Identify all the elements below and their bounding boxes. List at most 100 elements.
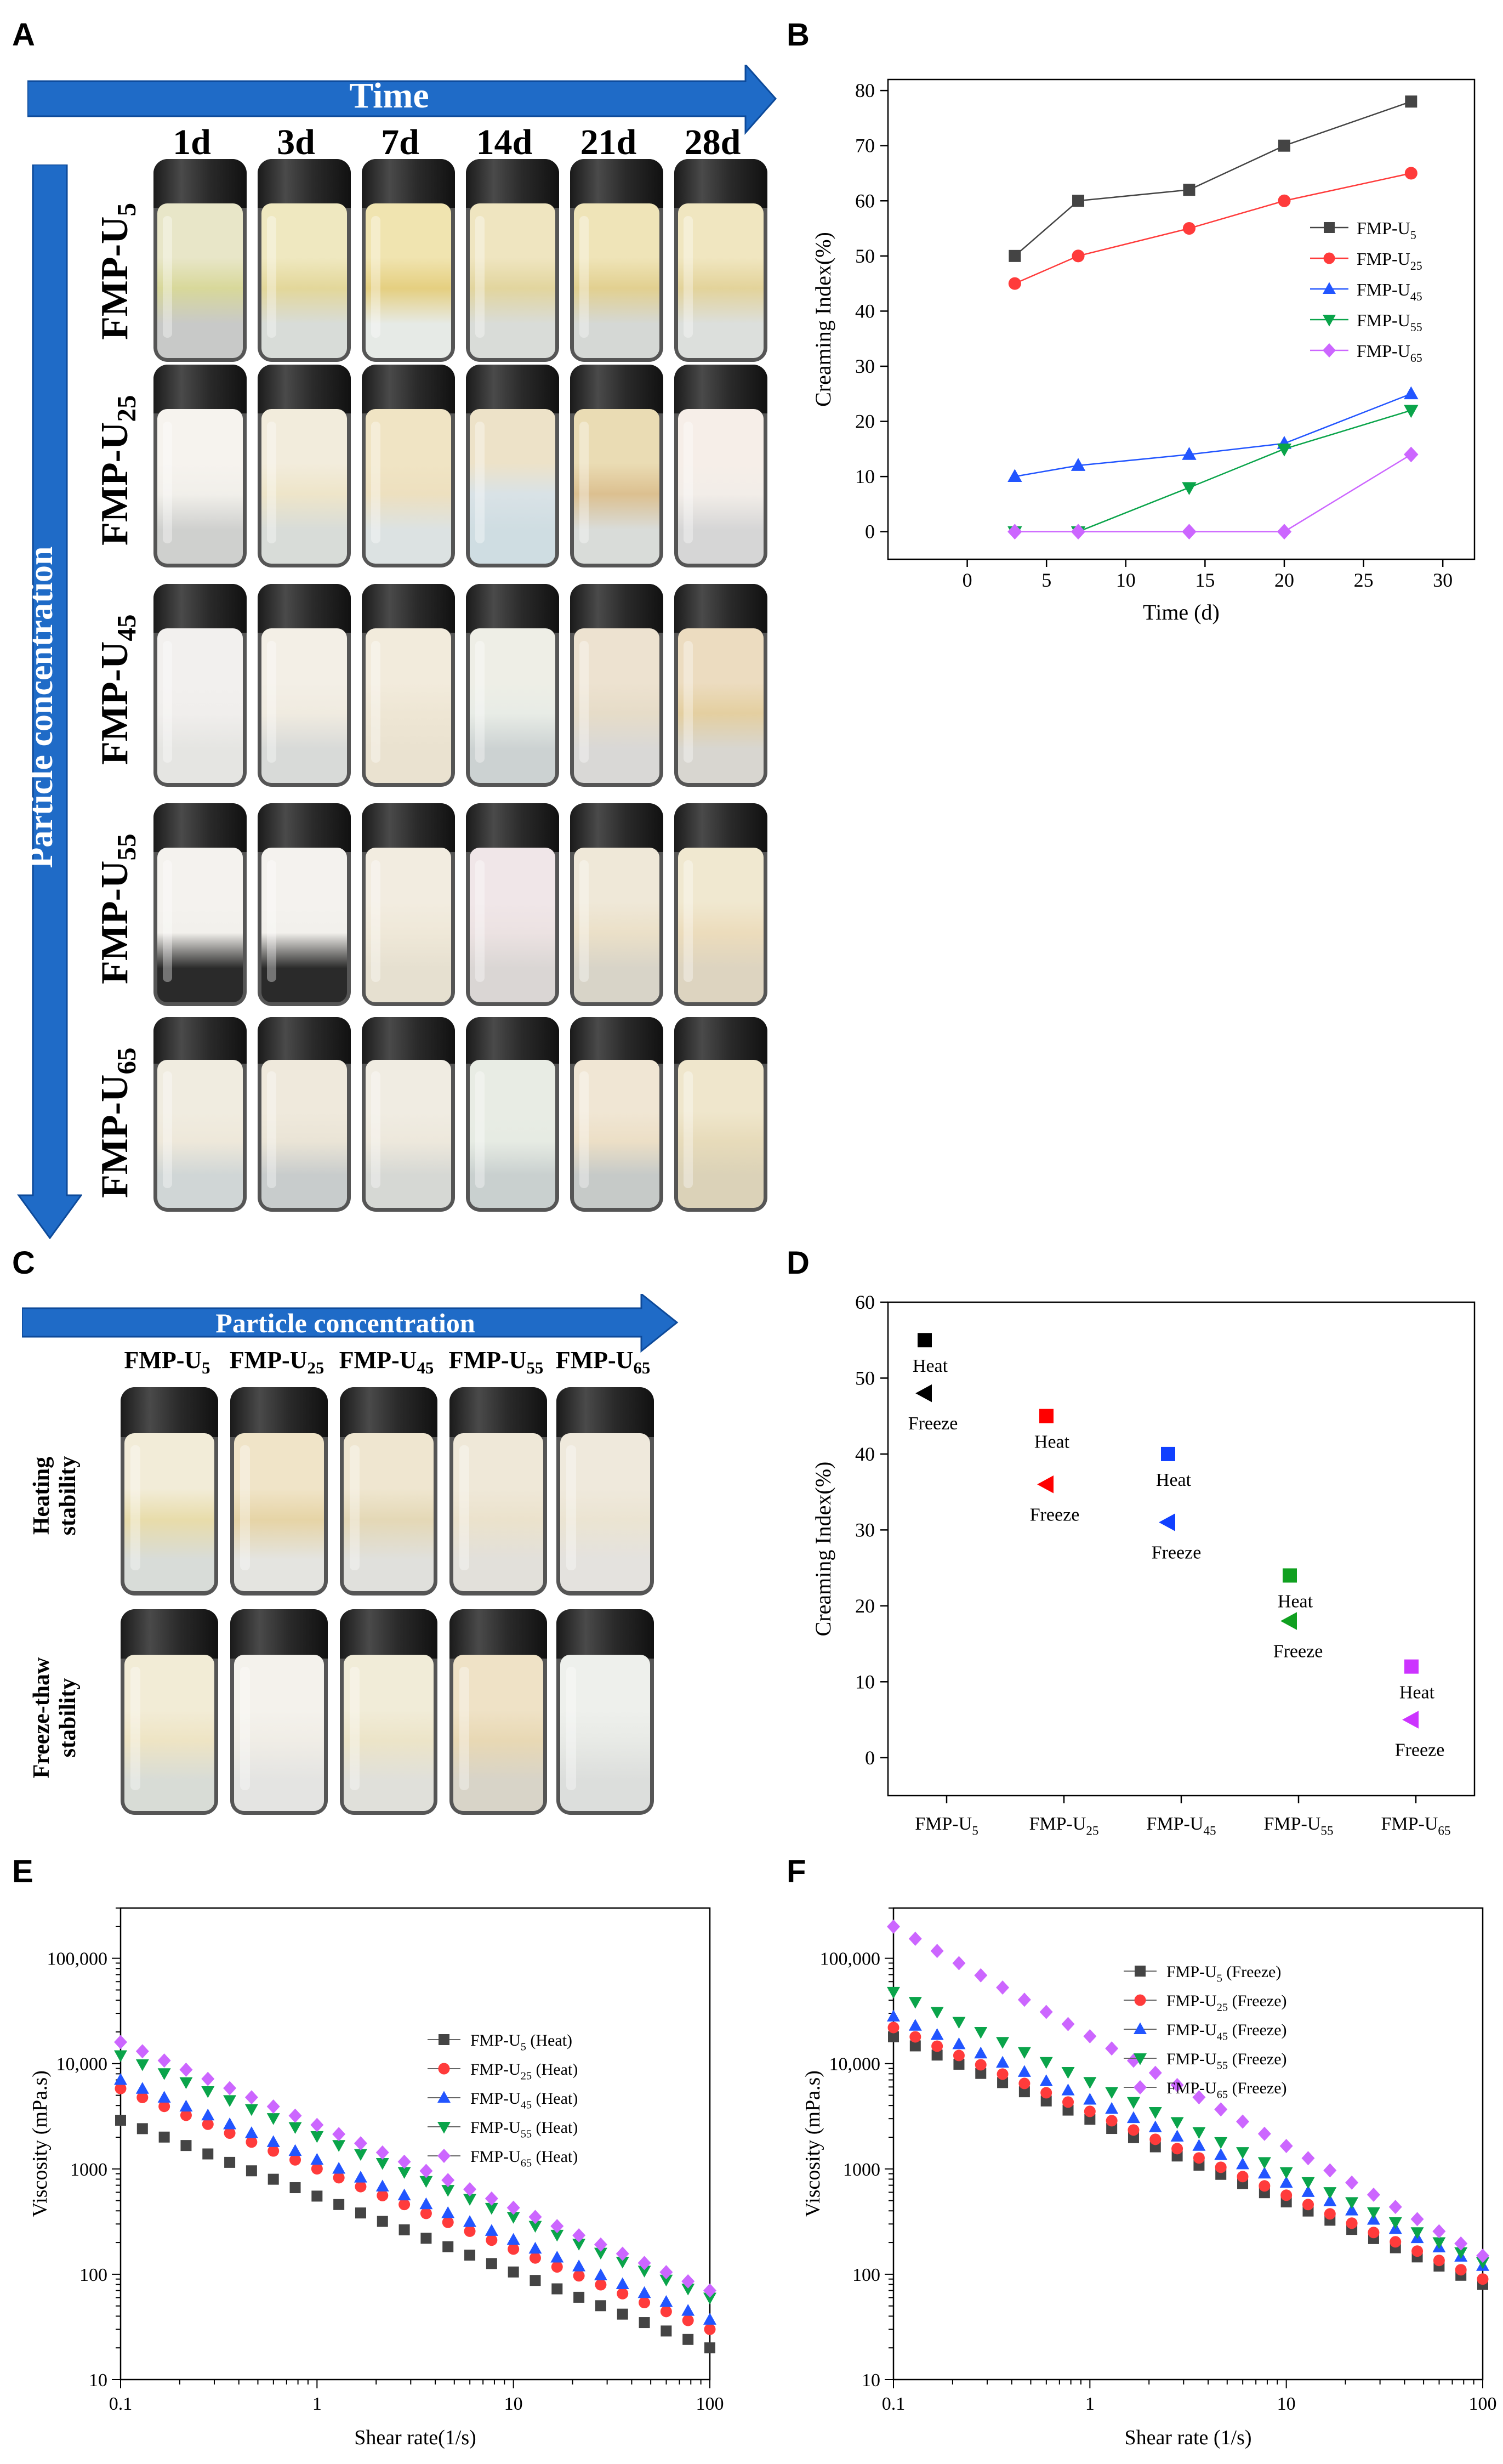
data-point xyxy=(529,2252,541,2264)
data-point xyxy=(486,2234,498,2246)
legend: FMP-U5 (Heat) FMP-U25 (Heat) FMP-U45 (Heat… xyxy=(428,2031,578,2169)
data-point xyxy=(289,2154,301,2166)
data-point xyxy=(1390,2236,1402,2248)
vial-highlight xyxy=(163,1071,172,1189)
category-points: Heat Freeze xyxy=(908,1333,958,1434)
vial-cap xyxy=(362,584,455,633)
data-point xyxy=(572,2259,586,2272)
data-point xyxy=(931,2049,943,2061)
data-point xyxy=(288,2108,302,2123)
data-point xyxy=(661,2325,672,2337)
vial-content xyxy=(453,1433,543,1592)
vial-highlight xyxy=(163,421,172,543)
vial-content xyxy=(365,628,452,783)
data-point xyxy=(952,2017,966,2029)
data-point xyxy=(377,2216,388,2227)
x-tick-label: 10 xyxy=(1116,569,1136,591)
legend-marker xyxy=(1324,222,1335,233)
vial-photo xyxy=(674,1017,767,1212)
data-point xyxy=(704,2342,715,2354)
vial-photo xyxy=(466,159,559,362)
vial-highlight xyxy=(579,215,589,338)
data-point xyxy=(1476,2257,1489,2269)
panel-letter-e: E xyxy=(12,1854,33,1889)
data-point xyxy=(595,2300,606,2312)
sample-row-label-subscript: 55 xyxy=(111,833,141,861)
vial-highlight xyxy=(475,421,485,543)
panel-letter-c: C xyxy=(12,1245,35,1281)
data-point xyxy=(224,2127,236,2139)
x-axis-label: Shear rate (1/s) xyxy=(1124,2426,1251,2449)
data-point xyxy=(244,2126,258,2138)
concentration-arrow-label: Particle concentration xyxy=(22,546,60,868)
freeze-point xyxy=(1280,1612,1297,1630)
vial-photo xyxy=(362,159,455,362)
data-point xyxy=(1215,2161,1227,2173)
sample-row-label: FMP-U55 xyxy=(93,834,142,984)
vial-photo xyxy=(674,159,767,362)
data-point xyxy=(887,1919,900,1934)
particle-concentration-arrow xyxy=(22,1294,679,1353)
category-points: Heat Freeze xyxy=(1273,1568,1323,1662)
data-point xyxy=(1017,1992,1031,2007)
data-point xyxy=(1410,2227,1424,2239)
vial-highlight xyxy=(267,215,276,338)
legend-marker xyxy=(1134,2022,1147,2034)
plot-frame xyxy=(119,1907,711,2381)
legend-label: FMP-U5 xyxy=(1357,218,1416,242)
sample-column-label-base: FMP-U xyxy=(448,1347,527,1373)
y-tick-label: 40 xyxy=(855,300,875,322)
data-point xyxy=(441,2185,455,2197)
sample-row-label-base: FMP-U xyxy=(94,860,136,984)
sample-row-label-subscript: 45 xyxy=(111,614,141,641)
vial-photo xyxy=(466,584,559,787)
legend-marker xyxy=(1323,282,1336,294)
time-column-label: 1d xyxy=(173,122,211,162)
vial-content xyxy=(365,848,452,1002)
data-point xyxy=(244,2090,258,2105)
legend-label: FMP-U25 xyxy=(1357,249,1422,272)
sample-column-label-base: FMP-U xyxy=(555,1347,634,1373)
x-tick-label: FMP-U5 xyxy=(915,1814,978,1838)
data-point xyxy=(550,2229,564,2242)
heat-annotation: Heat xyxy=(1034,1432,1070,1452)
data-point xyxy=(953,2049,965,2062)
data-point xyxy=(1148,2120,1162,2133)
legend-label: FMP-U5 (Freeze) xyxy=(1166,1963,1281,1984)
data-point xyxy=(508,2243,520,2255)
sample-column-label-subscript: 45 xyxy=(417,1358,434,1377)
vial-content xyxy=(469,628,556,783)
data-point xyxy=(617,2308,628,2320)
data-point xyxy=(639,2297,651,2309)
vial-highlight xyxy=(475,1071,485,1189)
y-tick-label: 30 xyxy=(855,355,875,377)
y-tick-label: 40 xyxy=(855,1443,875,1465)
stability-vial-photo xyxy=(340,1609,437,1815)
data-point xyxy=(1071,524,1086,540)
y-tick-label: 20 xyxy=(855,411,875,433)
data-point xyxy=(1277,524,1292,540)
data-point xyxy=(442,2241,454,2252)
vial-highlight xyxy=(459,1667,469,1790)
data-point xyxy=(464,2225,476,2237)
data-point xyxy=(310,2131,324,2143)
series-45 xyxy=(887,2009,1489,2271)
stability-vial-photo xyxy=(449,1387,547,1596)
data-point xyxy=(908,1932,922,1946)
data-point xyxy=(1126,2097,1140,2109)
stability-vial-photo xyxy=(340,1387,437,1596)
panel-letter-d: D xyxy=(787,1245,810,1281)
vial-photo xyxy=(362,365,455,567)
legend-label: FMP-U45 (Freeze) xyxy=(1166,2021,1287,2042)
concentration-arrow xyxy=(17,164,82,1239)
data-point xyxy=(1404,405,1419,418)
data-point xyxy=(310,2117,324,2132)
data-point xyxy=(572,2239,586,2251)
vial-cap xyxy=(362,1017,455,1064)
y-tick-label: 80 xyxy=(855,80,875,101)
data-point xyxy=(1105,2041,1119,2056)
data-point xyxy=(1280,2189,1293,2201)
data-point xyxy=(398,2224,410,2235)
data-point xyxy=(311,2163,323,2175)
data-point xyxy=(135,2059,149,2071)
